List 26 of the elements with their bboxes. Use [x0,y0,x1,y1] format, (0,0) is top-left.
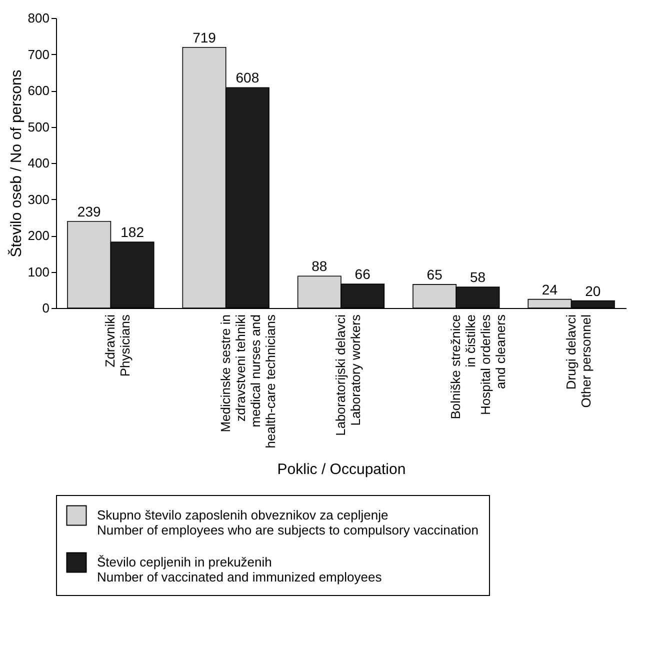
x-axis-title: Poklic / Occupation [277,461,406,478]
y-tick-label: 400 [28,156,50,170]
y-tick-label: 200 [28,228,50,243]
data-label: 182 [120,224,144,240]
data-label: 20 [585,282,601,299]
y-tick-label: 100 [28,264,50,280]
data-label: 608 [236,70,260,86]
data-label: 65 [426,266,443,282]
y-tick-label: 800 [28,10,50,26]
data-label: 66 [354,266,371,282]
x-tick-label: Medicinske sestre in zdravstveni tehniki medical nurses and health-care technicians [218,314,278,448]
data-label: 88 [312,258,328,274]
y-tick-label: 500 [28,119,50,134]
legend-label: Skupno število zaposlenih obveznikov za cepljenje Number of employees who are subjects to compulsory vaccination [97,508,479,538]
y-tick-label: 300 [28,192,50,207]
y-tick-label: 0 [42,300,50,316]
data-label: 58 [470,268,486,285]
x-tick-label: Zdravniki Physicians [102,314,133,377]
y-axis-title: Število oseb / No of persons [6,70,25,258]
data-label: 719 [192,29,216,46]
legend-label: Število cepljenih in prekuženih Number of vaccinated and immunized employees [97,554,382,584]
y-tick-label: 600 [28,83,50,98]
y-tick-label: 700 [28,46,50,62]
x-tick-label: Bolniške strežnice in čistilke Hospital orderlies and cleaners [448,314,508,420]
data-label: 24 [542,281,558,298]
data-label: 239 [77,203,101,220]
